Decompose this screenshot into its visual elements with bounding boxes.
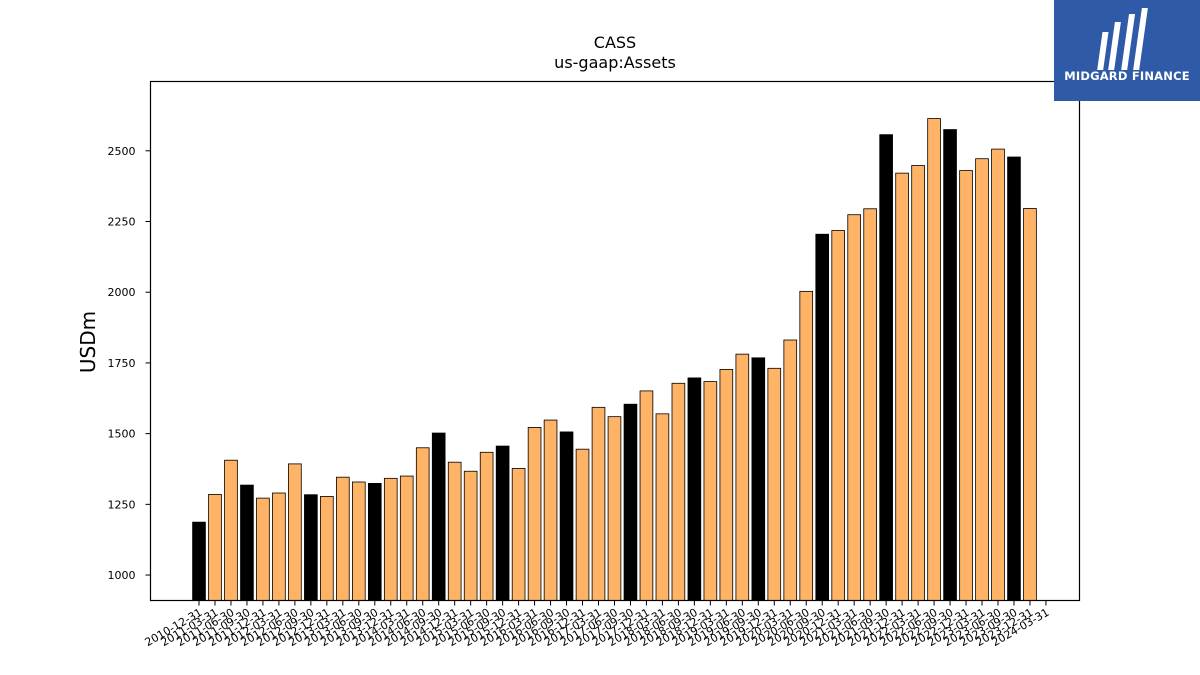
bar: [431, 432, 446, 601]
y-axis-ticks: 1000 1250 1500 1750 2000 2250 2500: [108, 145, 151, 582]
bar: [911, 165, 925, 601]
chart-subtitle: us-gaap:Assets: [554, 53, 676, 72]
bar: [575, 448, 590, 601]
bar: [224, 459, 238, 601]
brand-logo: MIDGARD FINANCE: [1054, 0, 1200, 101]
bars-group: [192, 118, 1037, 601]
bar: [304, 494, 318, 601]
bar: [719, 369, 734, 601]
bar: [703, 381, 718, 601]
bar: [495, 445, 510, 601]
plot-frame: [149, 80, 1081, 602]
bar: [831, 230, 845, 601]
bar: [799, 290, 814, 601]
bar: [959, 170, 973, 601]
y-axis-label: USDm: [76, 311, 100, 373]
bar: [1007, 156, 1021, 601]
bar: [767, 367, 782, 601]
bar: [591, 406, 606, 601]
bar: [320, 496, 334, 601]
bar: [639, 390, 654, 601]
y-tick-label: 1750: [108, 357, 136, 370]
bar: [783, 339, 798, 601]
bar: [607, 416, 622, 601]
bar: [415, 447, 430, 601]
bar: [511, 468, 526, 601]
bar: [336, 476, 350, 601]
bar: [847, 214, 861, 601]
bar: [367, 483, 382, 601]
y-tick-label: 1000: [108, 569, 136, 582]
bar: [927, 118, 941, 601]
bar: [879, 134, 893, 601]
bar: [895, 172, 909, 601]
y-tick-label: 2000: [108, 286, 136, 299]
bar: [240, 484, 254, 601]
bar: [735, 353, 750, 601]
bar: [751, 357, 766, 601]
bar: [655, 413, 670, 601]
bar: [991, 148, 1005, 601]
brand-name: MIDGARD FINANCE: [1064, 69, 1190, 83]
bar: [399, 475, 414, 601]
bar: [351, 481, 366, 601]
y-tick-label: 1250: [108, 498, 136, 511]
bar: [192, 521, 206, 601]
bar: [671, 382, 686, 601]
bar: [272, 492, 286, 601]
bar: [543, 419, 558, 601]
x-axis-ticks: 2010-12-312011-03-312011-06-302011-09-30…: [143, 600, 1051, 649]
bar: [863, 208, 877, 601]
bar: [559, 431, 574, 601]
bar: [447, 461, 462, 601]
bar: [208, 494, 222, 601]
y-tick-label: 2250: [108, 216, 136, 229]
bar: [383, 477, 398, 601]
bar: [943, 129, 957, 601]
bar: [1023, 208, 1037, 601]
bar: [815, 233, 830, 601]
bar: [256, 497, 270, 601]
bar: [975, 158, 989, 601]
midgard-m-logo-icon: [1097, 8, 1148, 70]
chart-title: CASS: [594, 33, 636, 52]
y-tick-label: 2500: [108, 145, 136, 158]
bar: [463, 470, 478, 601]
bar: [687, 377, 702, 601]
y-tick-label: 1500: [108, 428, 136, 441]
bar: [479, 451, 494, 601]
bar: [527, 427, 542, 601]
bar: [623, 403, 638, 601]
bar: [288, 463, 302, 601]
